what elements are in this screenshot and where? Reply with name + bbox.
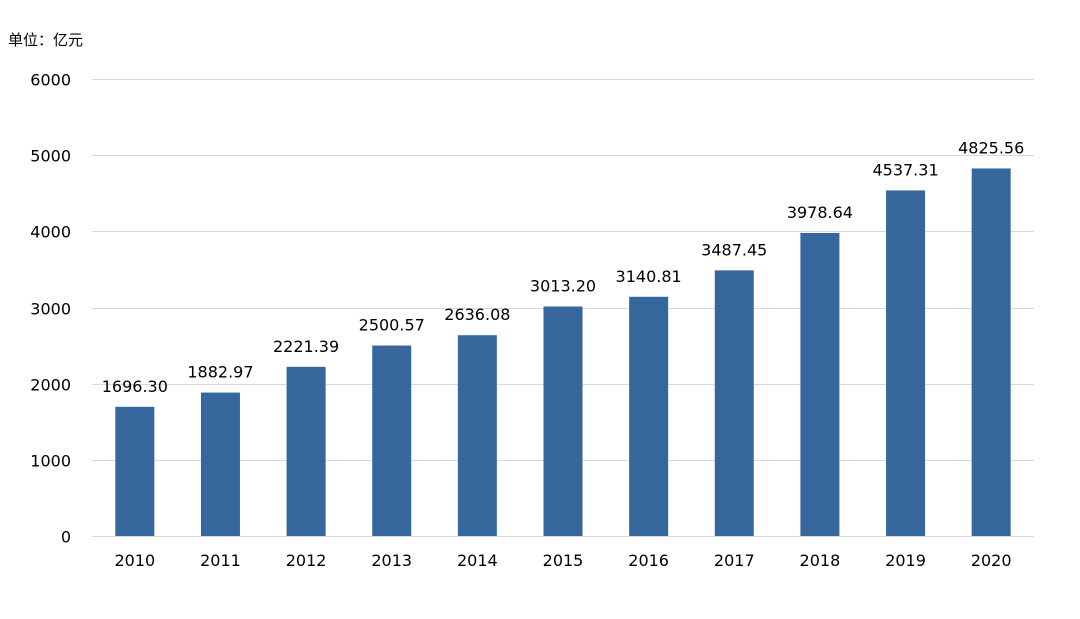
y-tick-label: 2000 — [30, 376, 71, 395]
data-labels: 1696.30 1882.97 2221.39 2500.57 2636.08 3013.… — [102, 138, 1025, 395]
bar — [629, 296, 669, 536]
data-label: 3978.64 — [787, 203, 853, 222]
x-tick-label: 2011 — [200, 551, 241, 570]
x-tick-label: 2019 — [885, 551, 926, 570]
x-tick-label: 2014 — [457, 551, 498, 570]
bar — [286, 366, 326, 536]
data-label: 2221.39 — [273, 337, 339, 356]
bar — [200, 392, 240, 536]
x-tick-label: 2012 — [286, 551, 327, 570]
bar — [886, 190, 926, 536]
bar — [457, 335, 497, 536]
bar — [714, 270, 754, 536]
bar — [115, 406, 155, 536]
bar — [800, 232, 840, 536]
data-label: 4537.31 — [872, 160, 938, 179]
data-label: 1696.30 — [102, 377, 168, 396]
x-tick-label: 2015 — [543, 551, 584, 570]
y-tick-label: 3000 — [30, 300, 71, 319]
y-tick-label: 5000 — [30, 147, 71, 166]
x-axis-tick-labels: 2010 2011 2012 2013 2014 2015 2016 2017 2018 2019… — [114, 551, 1011, 570]
x-tick-label: 2013 — [371, 551, 412, 570]
data-label: 3140.81 — [616, 267, 682, 286]
unit-label: 单位：亿元 — [8, 31, 83, 49]
bars — [115, 168, 1011, 536]
x-tick-label: 2017 — [714, 551, 755, 570]
x-tick-label: 2010 — [114, 551, 155, 570]
y-tick-label: 1000 — [30, 452, 71, 471]
data-label: 3487.45 — [701, 240, 767, 259]
bar — [372, 345, 412, 536]
y-tick-label: 4000 — [30, 223, 71, 242]
x-tick-label: 2016 — [628, 551, 669, 570]
data-label: 1882.97 — [187, 363, 253, 382]
bar — [971, 168, 1011, 536]
data-label: 4825.56 — [958, 138, 1024, 157]
y-tick-label: 0 — [61, 528, 71, 547]
y-tick-label: 6000 — [30, 71, 71, 90]
x-tick-label: 2018 — [800, 551, 841, 570]
data-label: 2500.57 — [359, 316, 425, 335]
bar — [543, 306, 583, 536]
data-label: 2636.08 — [444, 305, 510, 324]
data-label: 3013.20 — [530, 276, 596, 295]
y-axis-tick-labels: 0 1000 2000 3000 4000 5000 6000 — [30, 71, 71, 547]
x-tick-label: 2020 — [971, 551, 1012, 570]
